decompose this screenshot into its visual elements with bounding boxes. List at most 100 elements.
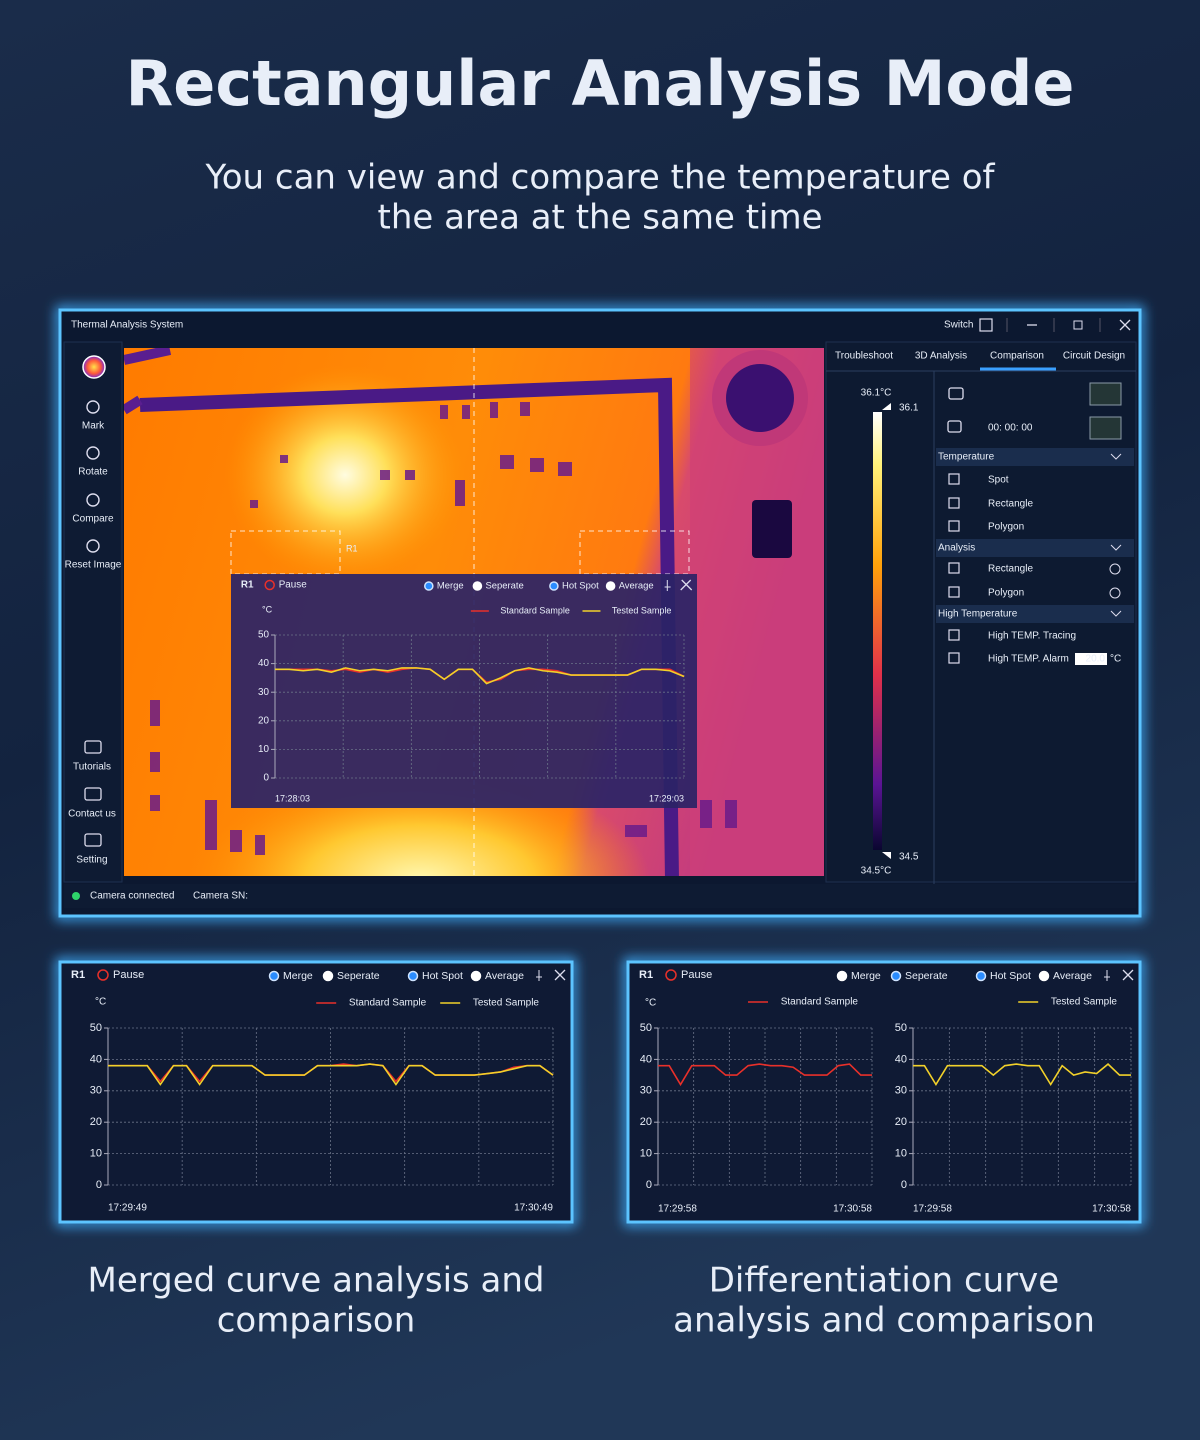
chart-panel: [626, 960, 1142, 1224]
alarm-value[interactable]: 20.0: [1086, 654, 1106, 665]
unit-label: °C: [645, 998, 656, 1009]
scale-min-marker: [882, 852, 891, 859]
item-icon[interactable]: [948, 497, 960, 509]
close-button[interactable]: [1122, 969, 1134, 981]
item-icon[interactable]: [948, 520, 960, 532]
status-bar: [64, 884, 1136, 908]
radio-label[interactable]: Seperate: [337, 970, 380, 982]
tool-icon[interactable]: [84, 833, 102, 847]
radio[interactable]: [975, 970, 987, 982]
x-tick-label: 17:30:58: [833, 1204, 872, 1215]
tab[interactable]: Circuit Design: [1063, 351, 1125, 362]
radio-label[interactable]: Merge: [283, 970, 313, 982]
radio[interactable]: [605, 581, 616, 591]
item-icon[interactable]: [948, 562, 960, 574]
tool-item[interactable]: Rectangle: [988, 499, 1033, 510]
radio[interactable]: [836, 970, 848, 982]
tool-label[interactable]: Setting: [76, 855, 107, 866]
collapse-icon[interactable]: [1110, 610, 1122, 617]
close-button[interactable]: [554, 969, 566, 981]
series-line: [275, 667, 685, 685]
radio-label[interactable]: Merge: [437, 581, 464, 592]
y-tick-label: 50: [640, 1022, 652, 1034]
tool-label[interactable]: Rotate: [78, 467, 108, 478]
tool-icon[interactable]: [84, 740, 102, 754]
radio-label[interactable]: Average: [1053, 970, 1092, 982]
radio-label[interactable]: Hot Spot: [562, 581, 599, 592]
item-icon[interactable]: [948, 586, 960, 598]
radio-label[interactable]: Seperate: [905, 970, 948, 982]
switch-button[interactable]: Switch: [944, 320, 973, 331]
tool-label[interactable]: Contact us: [68, 809, 116, 820]
collapse-icon[interactable]: [1110, 544, 1122, 551]
tool-item[interactable]: High TEMP. Tracing: [988, 631, 1076, 642]
radio[interactable]: [470, 970, 482, 982]
radio-label[interactable]: Hot Spot: [990, 970, 1031, 982]
tool-label[interactable]: Mark: [82, 421, 105, 432]
radio-label[interactable]: Hot Spot: [422, 970, 463, 982]
tab[interactable]: Comparison: [990, 351, 1044, 362]
tool-icon[interactable]: [86, 446, 100, 460]
tool-label[interactable]: Reset Image: [65, 560, 122, 571]
close-button[interactable]: [1119, 319, 1131, 331]
legend-label: Tested Sample: [1051, 997, 1118, 1008]
pin-button[interactable]: [664, 580, 671, 591]
radio-label[interactable]: Merge: [851, 970, 881, 982]
radio[interactable]: [890, 970, 902, 982]
radio[interactable]: [268, 970, 280, 982]
item-icon[interactable]: [948, 652, 960, 664]
collapse-icon[interactable]: [1110, 453, 1122, 460]
pause-icon[interactable]: [264, 579, 275, 591]
tool-item[interactable]: Polygon: [988, 522, 1024, 533]
item-icon[interactable]: [948, 473, 960, 485]
tab[interactable]: Troubleshoot: [835, 351, 893, 362]
pause-icon[interactable]: [665, 969, 677, 981]
pause-button[interactable]: Pause: [113, 969, 144, 981]
pause-button[interactable]: Pause: [279, 580, 308, 591]
color-scale: [873, 412, 882, 850]
radio[interactable]: [407, 970, 419, 982]
help-icon[interactable]: [1109, 587, 1121, 599]
pause-button[interactable]: Pause: [681, 969, 712, 981]
y-tick-label: 40: [640, 1053, 652, 1065]
switch-icon[interactable]: [979, 318, 993, 332]
radio[interactable]: [1038, 970, 1050, 982]
maximize-button[interactable]: [1073, 320, 1083, 330]
unit-label: °C: [95, 997, 106, 1008]
tool-item[interactable]: Spot: [988, 475, 1009, 486]
tab[interactable]: 3D Analysis: [915, 351, 967, 362]
help-icon[interactable]: [1109, 563, 1121, 575]
tool-item[interactable]: High TEMP. Alarm: [988, 654, 1069, 665]
tool-icon[interactable]: [86, 400, 100, 414]
pause-icon[interactable]: [97, 969, 109, 981]
section-title: Analysis: [938, 543, 975, 554]
tool-item[interactable]: Polygon: [988, 588, 1024, 599]
radio[interactable]: [472, 581, 483, 591]
tool-sections: Temperature Spot Rectangle Polygon Analysis R…: [936, 448, 1134, 665]
item-icon[interactable]: [948, 629, 960, 641]
y-tick-label: 20: [895, 1116, 907, 1128]
snapshot-button[interactable]: [948, 387, 964, 400]
radio[interactable]: [424, 581, 434, 591]
tool-item[interactable]: Rectangle: [988, 564, 1033, 575]
tool-icon[interactable]: [86, 539, 100, 553]
radio-label[interactable]: Seperate: [486, 581, 524, 592]
section-header: [936, 448, 1134, 466]
pin-button[interactable]: [1104, 970, 1110, 981]
snapshot-preview: [1089, 382, 1122, 406]
radio-label[interactable]: Average: [485, 970, 524, 982]
radio[interactable]: [549, 581, 559, 591]
radio[interactable]: [322, 970, 334, 982]
tool-icon[interactable]: [84, 787, 102, 801]
tool-icon[interactable]: [86, 493, 100, 507]
section-title: Temperature: [938, 452, 995, 463]
chart-panel: [231, 574, 697, 808]
pin-button[interactable]: [536, 970, 542, 981]
alarm-input[interactable]: [1075, 653, 1107, 665]
tool-label[interactable]: Compare: [72, 514, 114, 525]
record-button[interactable]: [947, 420, 962, 433]
close-button[interactable]: [680, 579, 693, 591]
radio-label[interactable]: Average: [619, 581, 654, 592]
tool-label[interactable]: Tutorials: [73, 762, 111, 773]
